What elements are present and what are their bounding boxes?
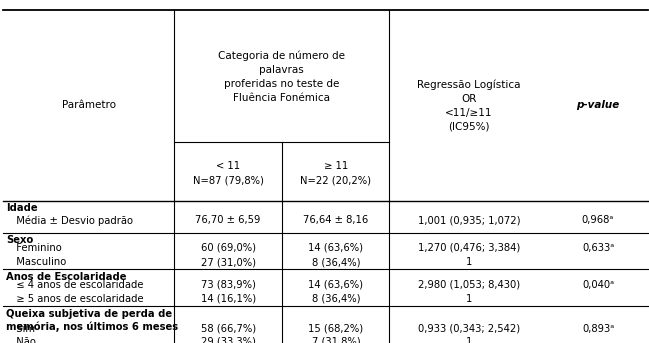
Text: 8 (36,4%): 8 (36,4%) bbox=[312, 294, 360, 304]
Text: p-value: p-value bbox=[576, 100, 620, 110]
Text: 2,980 (1,053; 8,430): 2,980 (1,053; 8,430) bbox=[418, 280, 520, 289]
Text: 14 (16,1%): 14 (16,1%) bbox=[201, 294, 256, 304]
Text: 73 (83,9%): 73 (83,9%) bbox=[201, 280, 256, 289]
Text: 1: 1 bbox=[466, 337, 472, 343]
Text: Sexo: Sexo bbox=[6, 235, 34, 245]
Text: 58 (66,7%): 58 (66,7%) bbox=[201, 324, 256, 334]
Text: 0,633ᵃ: 0,633ᵃ bbox=[582, 243, 614, 253]
Text: 1,270 (0,476; 3,384): 1,270 (0,476; 3,384) bbox=[418, 243, 520, 253]
Text: Parâmetro: Parâmetro bbox=[62, 100, 116, 110]
Text: 1: 1 bbox=[466, 294, 472, 304]
Text: 15 (68,2%): 15 (68,2%) bbox=[308, 324, 363, 334]
Text: Anos de Escolaridade: Anos de Escolaridade bbox=[6, 272, 127, 282]
Text: 29 (33,3%): 29 (33,3%) bbox=[201, 337, 256, 343]
Text: 60 (69,0%): 60 (69,0%) bbox=[201, 243, 256, 253]
Text: 76,70 ± 6,59: 76,70 ± 6,59 bbox=[195, 215, 261, 225]
Text: 0,040ᵃ: 0,040ᵃ bbox=[582, 280, 614, 289]
Text: Categoria de número de
palavras
proferidas no teste de
Fluência Fonémica: Categoria de número de palavras proferid… bbox=[218, 50, 345, 103]
Text: Média ± Desvio padrão: Média ± Desvio padrão bbox=[10, 215, 133, 226]
Text: Queixa subjetiva de perda de
memória, nos últimos 6 meses: Queixa subjetiva de perda de memória, no… bbox=[6, 309, 178, 332]
Text: Idade: Idade bbox=[6, 203, 38, 213]
Text: 14 (63,6%): 14 (63,6%) bbox=[308, 280, 363, 289]
Text: 1: 1 bbox=[466, 257, 472, 267]
Text: 0,933 (0,343; 2,542): 0,933 (0,343; 2,542) bbox=[418, 324, 520, 334]
Text: ≤ 4 anos de escolaridade: ≤ 4 anos de escolaridade bbox=[10, 280, 143, 289]
Text: ≥ 5 anos de escolaridade: ≥ 5 anos de escolaridade bbox=[10, 294, 143, 304]
Text: Masculino: Masculino bbox=[10, 257, 66, 267]
Text: Sim: Sim bbox=[10, 324, 35, 334]
Text: N=87 (79,8%): N=87 (79,8%) bbox=[193, 175, 263, 185]
Text: Não: Não bbox=[10, 337, 36, 343]
Text: < 11: < 11 bbox=[216, 161, 240, 172]
Text: 76,64 ± 8,16: 76,64 ± 8,16 bbox=[303, 215, 369, 225]
Text: 1,001 (0,935; 1,072): 1,001 (0,935; 1,072) bbox=[418, 215, 520, 225]
Text: 0,968ᵃ: 0,968ᵃ bbox=[582, 215, 614, 225]
Text: Regressão Logística
OR
<11/≥11
(IC95%): Regressão Logística OR <11/≥11 (IC95%) bbox=[417, 79, 520, 132]
Text: N=22 (20,2%): N=22 (20,2%) bbox=[300, 175, 371, 185]
Text: 27 (31,0%): 27 (31,0%) bbox=[201, 257, 256, 267]
Text: 14 (63,6%): 14 (63,6%) bbox=[308, 243, 363, 253]
Text: 7 (31,8%): 7 (31,8%) bbox=[312, 337, 360, 343]
Text: 8 (36,4%): 8 (36,4%) bbox=[312, 257, 360, 267]
Text: ≥ 11: ≥ 11 bbox=[324, 161, 348, 172]
Text: Feminino: Feminino bbox=[10, 243, 62, 253]
Text: 0,893ᵃ: 0,893ᵃ bbox=[582, 324, 614, 334]
